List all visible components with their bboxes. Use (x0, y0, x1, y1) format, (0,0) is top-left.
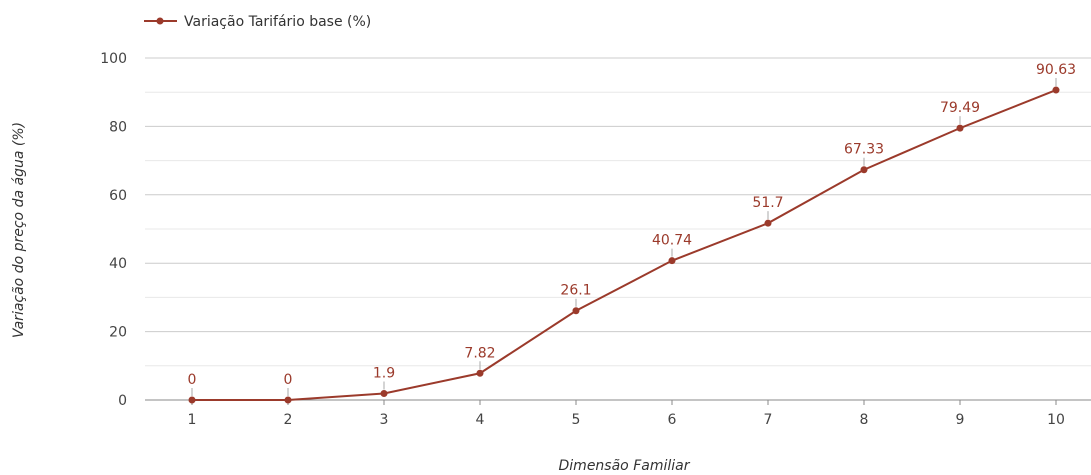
x-tick-label: 9 (956, 412, 965, 428)
data-label: 40.74 (652, 233, 692, 249)
x-tick-label: 6 (668, 412, 677, 428)
legend: Variação Tarifário base (%) (144, 14, 371, 30)
data-label: 51.7 (752, 195, 783, 211)
x-axis-title: Dimensão Familiar (559, 458, 691, 474)
x-tick-label: 8 (860, 412, 869, 428)
x-tick-label: 2 (284, 412, 293, 428)
x-tick-label: 7 (764, 412, 773, 428)
data-point (476, 369, 484, 377)
data-label: 26.1 (560, 283, 591, 299)
y-tick-label: 20 (109, 325, 127, 341)
data-label: 1.9 (373, 366, 395, 382)
data-label: 79.49 (940, 100, 980, 116)
x-axis-ticks: 1 2 3 4 5 6 7 8 9 10 (188, 400, 1065, 428)
legend-dot-marker (156, 17, 164, 25)
y-tick-label: 100 (100, 51, 127, 67)
data-point (956, 124, 964, 132)
data-point (860, 166, 868, 174)
data-label: 0 (284, 372, 293, 388)
x-tick-label: 5 (572, 412, 581, 428)
data-point (668, 257, 676, 265)
y-tick-label: 60 (109, 188, 127, 204)
y-tick-label: 0 (118, 393, 127, 409)
y-tick-label: 40 (109, 256, 127, 272)
data-point (764, 219, 772, 227)
data-label: 0 (188, 372, 197, 388)
data-point (1052, 86, 1060, 94)
y-axis-ticks: 0 20 40 60 80 100 (100, 51, 127, 409)
series-polyline (192, 89, 1057, 401)
x-tick-label: 4 (476, 412, 485, 428)
legend-label: Variação Tarifário base (%) (184, 14, 371, 30)
y-tick-label: 80 (109, 119, 127, 135)
series-line (192, 89, 1057, 401)
data-point (284, 396, 292, 404)
data-labels: 0 0 1.9 7.82 26.1 40.74 51.7 67.33 79.49 90.63 (188, 62, 1076, 396)
x-tick-label: 10 (1047, 412, 1065, 428)
data-label: 67.33 (844, 142, 884, 158)
data-point (188, 396, 196, 404)
data-point (572, 307, 580, 315)
data-label: 7.82 (464, 345, 495, 361)
y-axis-title: Variação do preço da água (%) (11, 122, 27, 338)
data-label: 90.63 (1036, 62, 1076, 78)
data-points (188, 86, 1060, 404)
x-tick-label: 3 (380, 412, 389, 428)
data-point (380, 390, 388, 398)
x-tick-label: 1 (188, 412, 197, 428)
